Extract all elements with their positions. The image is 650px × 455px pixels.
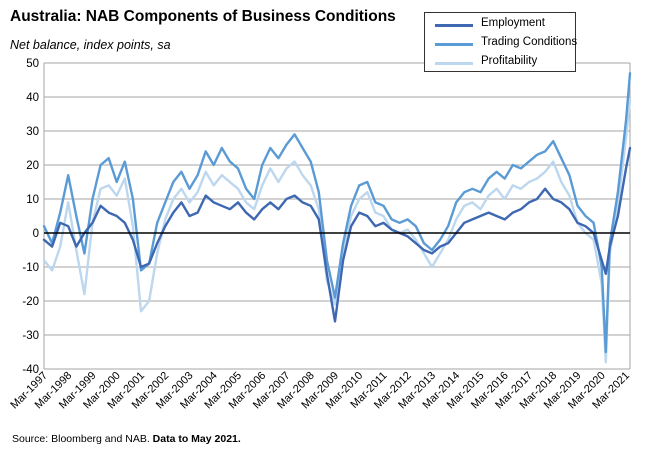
series-line-profitability bbox=[42, 99, 632, 364]
y-tick-label: 0 bbox=[33, 228, 39, 240]
x-axis-ticks: Mar-1997Mar-1998Mar-1999Mar-2000Mar-2001… bbox=[8, 370, 632, 412]
legend: Employment Trading Conditions Profitabil… bbox=[424, 12, 578, 72]
legend-label: Employment bbox=[481, 17, 545, 29]
grid-lines bbox=[43, 62, 631, 370]
series-lines bbox=[42, 72, 632, 364]
y-tick-label: -30 bbox=[22, 330, 39, 342]
series-line-trading-conditions bbox=[42, 72, 632, 354]
y-axis-ticks: -40 -30 -20 -10 0 10 20 30 40 50 bbox=[22, 58, 39, 376]
legend-swatch bbox=[435, 24, 473, 27]
source-date-note: Data to May 2021. bbox=[152, 433, 241, 445]
series-line-employment bbox=[42, 146, 632, 323]
y-tick-label: 30 bbox=[26, 126, 39, 138]
legend-label: Trading Conditions bbox=[481, 36, 578, 48]
y-tick-label: -10 bbox=[22, 262, 39, 274]
y-tick-label: 50 bbox=[26, 58, 39, 70]
y-tick-label: -20 bbox=[22, 296, 39, 308]
source-note: Source: Bloomberg and NAB. Data to May 2… bbox=[12, 433, 241, 445]
y-tick-label: -40 bbox=[22, 364, 39, 376]
chart-subtitle: Net balance, index points, sa bbox=[10, 38, 171, 52]
y-tick-label: 40 bbox=[26, 92, 39, 104]
legend-label: Profitability bbox=[481, 55, 538, 67]
chart-title: Australia: NAB Components of Business Co… bbox=[10, 8, 396, 25]
legend-swatch bbox=[435, 43, 473, 46]
source-text: Source: Bloomberg and NAB. bbox=[12, 433, 153, 445]
y-tick-label: 10 bbox=[26, 194, 39, 206]
y-tick-label: 20 bbox=[26, 160, 39, 172]
legend-swatch bbox=[435, 62, 473, 65]
